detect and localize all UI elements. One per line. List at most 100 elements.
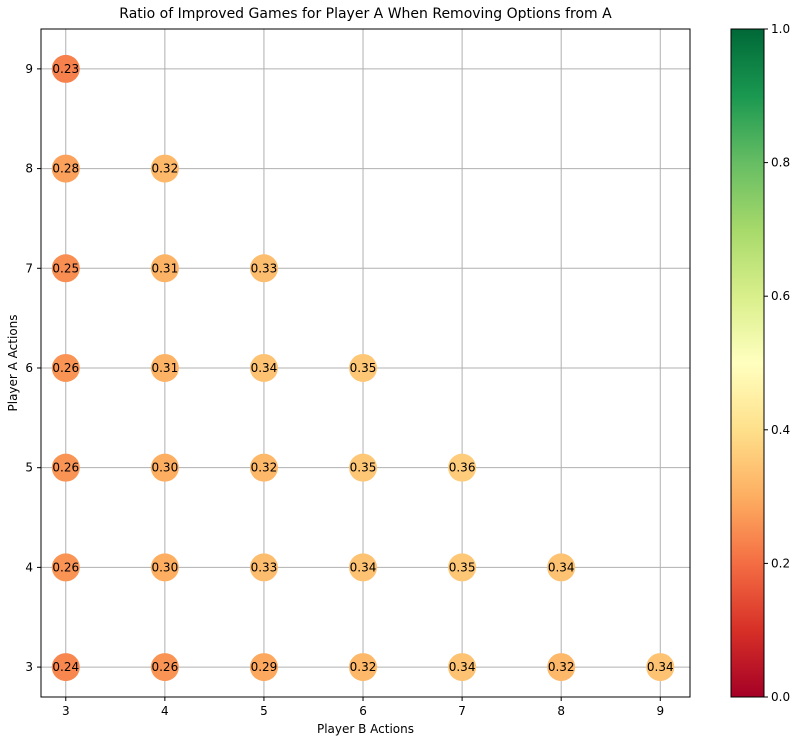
data-point-label: 0.24 xyxy=(52,660,79,674)
data-point-label: 0.30 xyxy=(151,560,178,574)
data-point: 0.34 xyxy=(646,653,675,682)
x-tick-label: 4 xyxy=(161,704,169,718)
data-point: 0.24 xyxy=(51,653,80,682)
data-point: 0.36 xyxy=(448,453,477,482)
data-point-label: 0.29 xyxy=(251,660,278,674)
data-point: 0.32 xyxy=(547,653,576,682)
colorbar-tick-label: 0.6 xyxy=(771,289,790,303)
data-point-label: 0.34 xyxy=(647,660,674,674)
x-tick-label: 9 xyxy=(656,704,664,718)
data-point-marker xyxy=(51,453,80,482)
axis-ticks: 3 4 5 6 7 8 9 3 4 5 6 7 8 9 xyxy=(25,62,664,718)
data-point: 0.31 xyxy=(150,353,179,382)
data-point-label: 0.34 xyxy=(548,560,575,574)
data-point: 0.26 xyxy=(150,653,179,682)
data-point: 0.23 xyxy=(51,54,80,83)
data-point-label: 0.26 xyxy=(52,560,79,574)
data-point: 0.25 xyxy=(51,254,80,283)
data-point: 0.33 xyxy=(249,553,278,582)
colorbar-frame xyxy=(730,28,765,698)
x-tick-label: 6 xyxy=(359,704,367,718)
data-point-label: 0.30 xyxy=(151,461,178,475)
data-point: 0.30 xyxy=(150,553,179,582)
data-point-label: 0.35 xyxy=(350,461,377,475)
data-point-marker xyxy=(249,453,278,482)
colorbar-rect xyxy=(731,29,764,697)
data-point: 0.32 xyxy=(349,653,378,682)
data-point-marker xyxy=(249,353,278,382)
data-point-marker xyxy=(51,254,80,283)
data-point: 0.35 xyxy=(349,353,378,382)
data-point: 0.26 xyxy=(51,553,80,582)
data-point: 0.35 xyxy=(448,553,477,582)
data-point: 0.35 xyxy=(349,453,378,482)
y-tick-label: 7 xyxy=(25,261,33,275)
data-point-marker xyxy=(249,254,278,283)
data-point: 0.26 xyxy=(51,353,80,382)
data-point-label: 0.32 xyxy=(548,660,575,674)
data-point: 0.34 xyxy=(349,553,378,582)
plot-frame xyxy=(40,28,691,698)
data-point-label: 0.31 xyxy=(151,261,178,275)
data-point-label: 0.34 xyxy=(350,560,377,574)
x-tick-label: 3 xyxy=(62,704,70,718)
data-point-label: 0.26 xyxy=(52,361,79,375)
data-point-marker xyxy=(150,653,179,682)
data-point-marker xyxy=(448,453,477,482)
data-point-marker xyxy=(349,353,378,382)
data-point: 0.34 xyxy=(448,653,477,682)
colorbar: 0.0 0.2 0.4 0.6 0.8 1.0 xyxy=(730,22,790,704)
x-tick-label: 8 xyxy=(557,704,565,718)
data-point: 0.30 xyxy=(150,453,179,482)
data-point-label: 0.33 xyxy=(251,261,278,275)
data-point-label: 0.32 xyxy=(350,660,377,674)
y-tick-label: 9 xyxy=(25,62,33,76)
data-point-marker xyxy=(349,453,378,482)
data-point-label: 0.33 xyxy=(251,560,278,574)
data-point: 0.31 xyxy=(150,254,179,283)
grid xyxy=(41,29,690,697)
data-point-label: 0.32 xyxy=(251,461,278,475)
colorbar-tick-label: 0.4 xyxy=(771,423,790,437)
data-point-label: 0.26 xyxy=(151,660,178,674)
data-point-marker xyxy=(150,353,179,382)
data-point-marker xyxy=(646,653,675,682)
data-point-label: 0.28 xyxy=(52,162,79,176)
data-point-marker xyxy=(150,254,179,283)
x-tick-label: 5 xyxy=(260,704,268,718)
data-point: 0.32 xyxy=(150,154,179,183)
y-tick-label: 4 xyxy=(25,560,33,574)
data-point-marker xyxy=(249,553,278,582)
data-point-label: 0.26 xyxy=(52,461,79,475)
data-point-label: 0.34 xyxy=(449,660,476,674)
data-point-marker xyxy=(51,54,80,83)
data-point-marker xyxy=(547,553,576,582)
colorbar-tick-label: 0.0 xyxy=(771,690,790,704)
x-tick-label: 7 xyxy=(458,704,466,718)
data-point-marker xyxy=(249,653,278,682)
data-point-marker xyxy=(547,653,576,682)
data-point-label: 0.25 xyxy=(52,261,79,275)
data-point-marker xyxy=(150,154,179,183)
data-point-label: 0.31 xyxy=(151,361,178,375)
chart-title: Ratio of Improved Games for Player A Whe… xyxy=(119,6,612,22)
data-point-marker xyxy=(51,653,80,682)
data-point-label: 0.23 xyxy=(52,62,79,76)
colorbar-tick-label: 0.8 xyxy=(771,156,790,170)
y-tick-label: 5 xyxy=(25,461,33,475)
data-point: 0.26 xyxy=(51,453,80,482)
data-point: 0.34 xyxy=(249,353,278,382)
data-point-label: 0.32 xyxy=(151,162,178,176)
colorbar-tick-label: 0.2 xyxy=(771,556,790,570)
data-point-label: 0.36 xyxy=(449,461,476,475)
data-point-marker xyxy=(349,553,378,582)
data-point: 0.33 xyxy=(249,254,278,283)
data-point: 0.34 xyxy=(547,553,576,582)
data-point-marker xyxy=(448,653,477,682)
x-axis-label: Player B Actions xyxy=(317,722,414,736)
y-tick-label: 6 xyxy=(25,361,33,375)
data-point-label: 0.35 xyxy=(350,361,377,375)
colorbar-ticks: 0.0 0.2 0.4 0.6 0.8 1.0 xyxy=(764,22,790,704)
points: 0.23 0.28 0.32 0.25 0.31 0.33 0.26 0.31 0.34 0.35… xyxy=(51,54,675,682)
